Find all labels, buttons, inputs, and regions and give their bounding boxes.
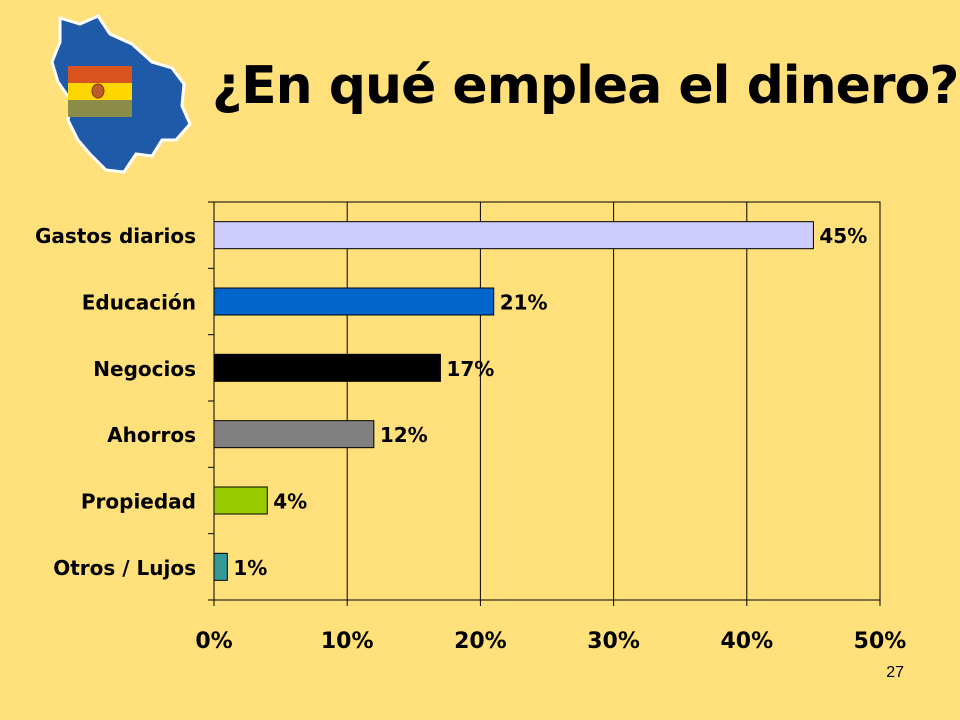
bar [213, 552, 228, 581]
category-label: Negocios [93, 357, 196, 381]
x-tick-label: 50% [854, 629, 907, 654]
category-label: Otros / Lujos [53, 556, 196, 580]
x-tick-label: 30% [587, 629, 640, 654]
x-tick-label: 20% [454, 629, 507, 654]
bar [213, 420, 375, 449]
bar [213, 353, 441, 382]
x-tick-label: 0% [195, 629, 232, 654]
data-label: 12% [380, 423, 428, 447]
flag-emblem [91, 83, 105, 99]
category-label: Educación [82, 291, 196, 315]
bar [213, 486, 268, 515]
plot-area [213, 201, 881, 601]
data-label: 17% [446, 357, 494, 381]
flag-stripe-green [68, 100, 132, 117]
category-label: Ahorros [107, 423, 196, 447]
bar [213, 221, 814, 250]
flag-stripe-red [68, 66, 132, 83]
x-tick-label: 10% [321, 629, 374, 654]
data-label: 45% [819, 224, 867, 248]
slide-number: 27 [886, 664, 904, 681]
bar-chart: 0% 10% 20% 30% 40% 50% Gastos diarios 45% Educac… [35, 201, 907, 654]
data-label: 4% [273, 490, 307, 514]
data-label: 1% [233, 556, 267, 580]
category-label: Gastos diarios [35, 224, 196, 248]
category-label: Propiedad [81, 490, 196, 514]
data-label: 21% [500, 291, 548, 315]
x-tick-label: 40% [720, 629, 773, 654]
bar [213, 287, 495, 316]
page-title: ¿En qué emplea el dinero? [212, 56, 959, 116]
bolivia-map-flag-icon [50, 14, 192, 174]
